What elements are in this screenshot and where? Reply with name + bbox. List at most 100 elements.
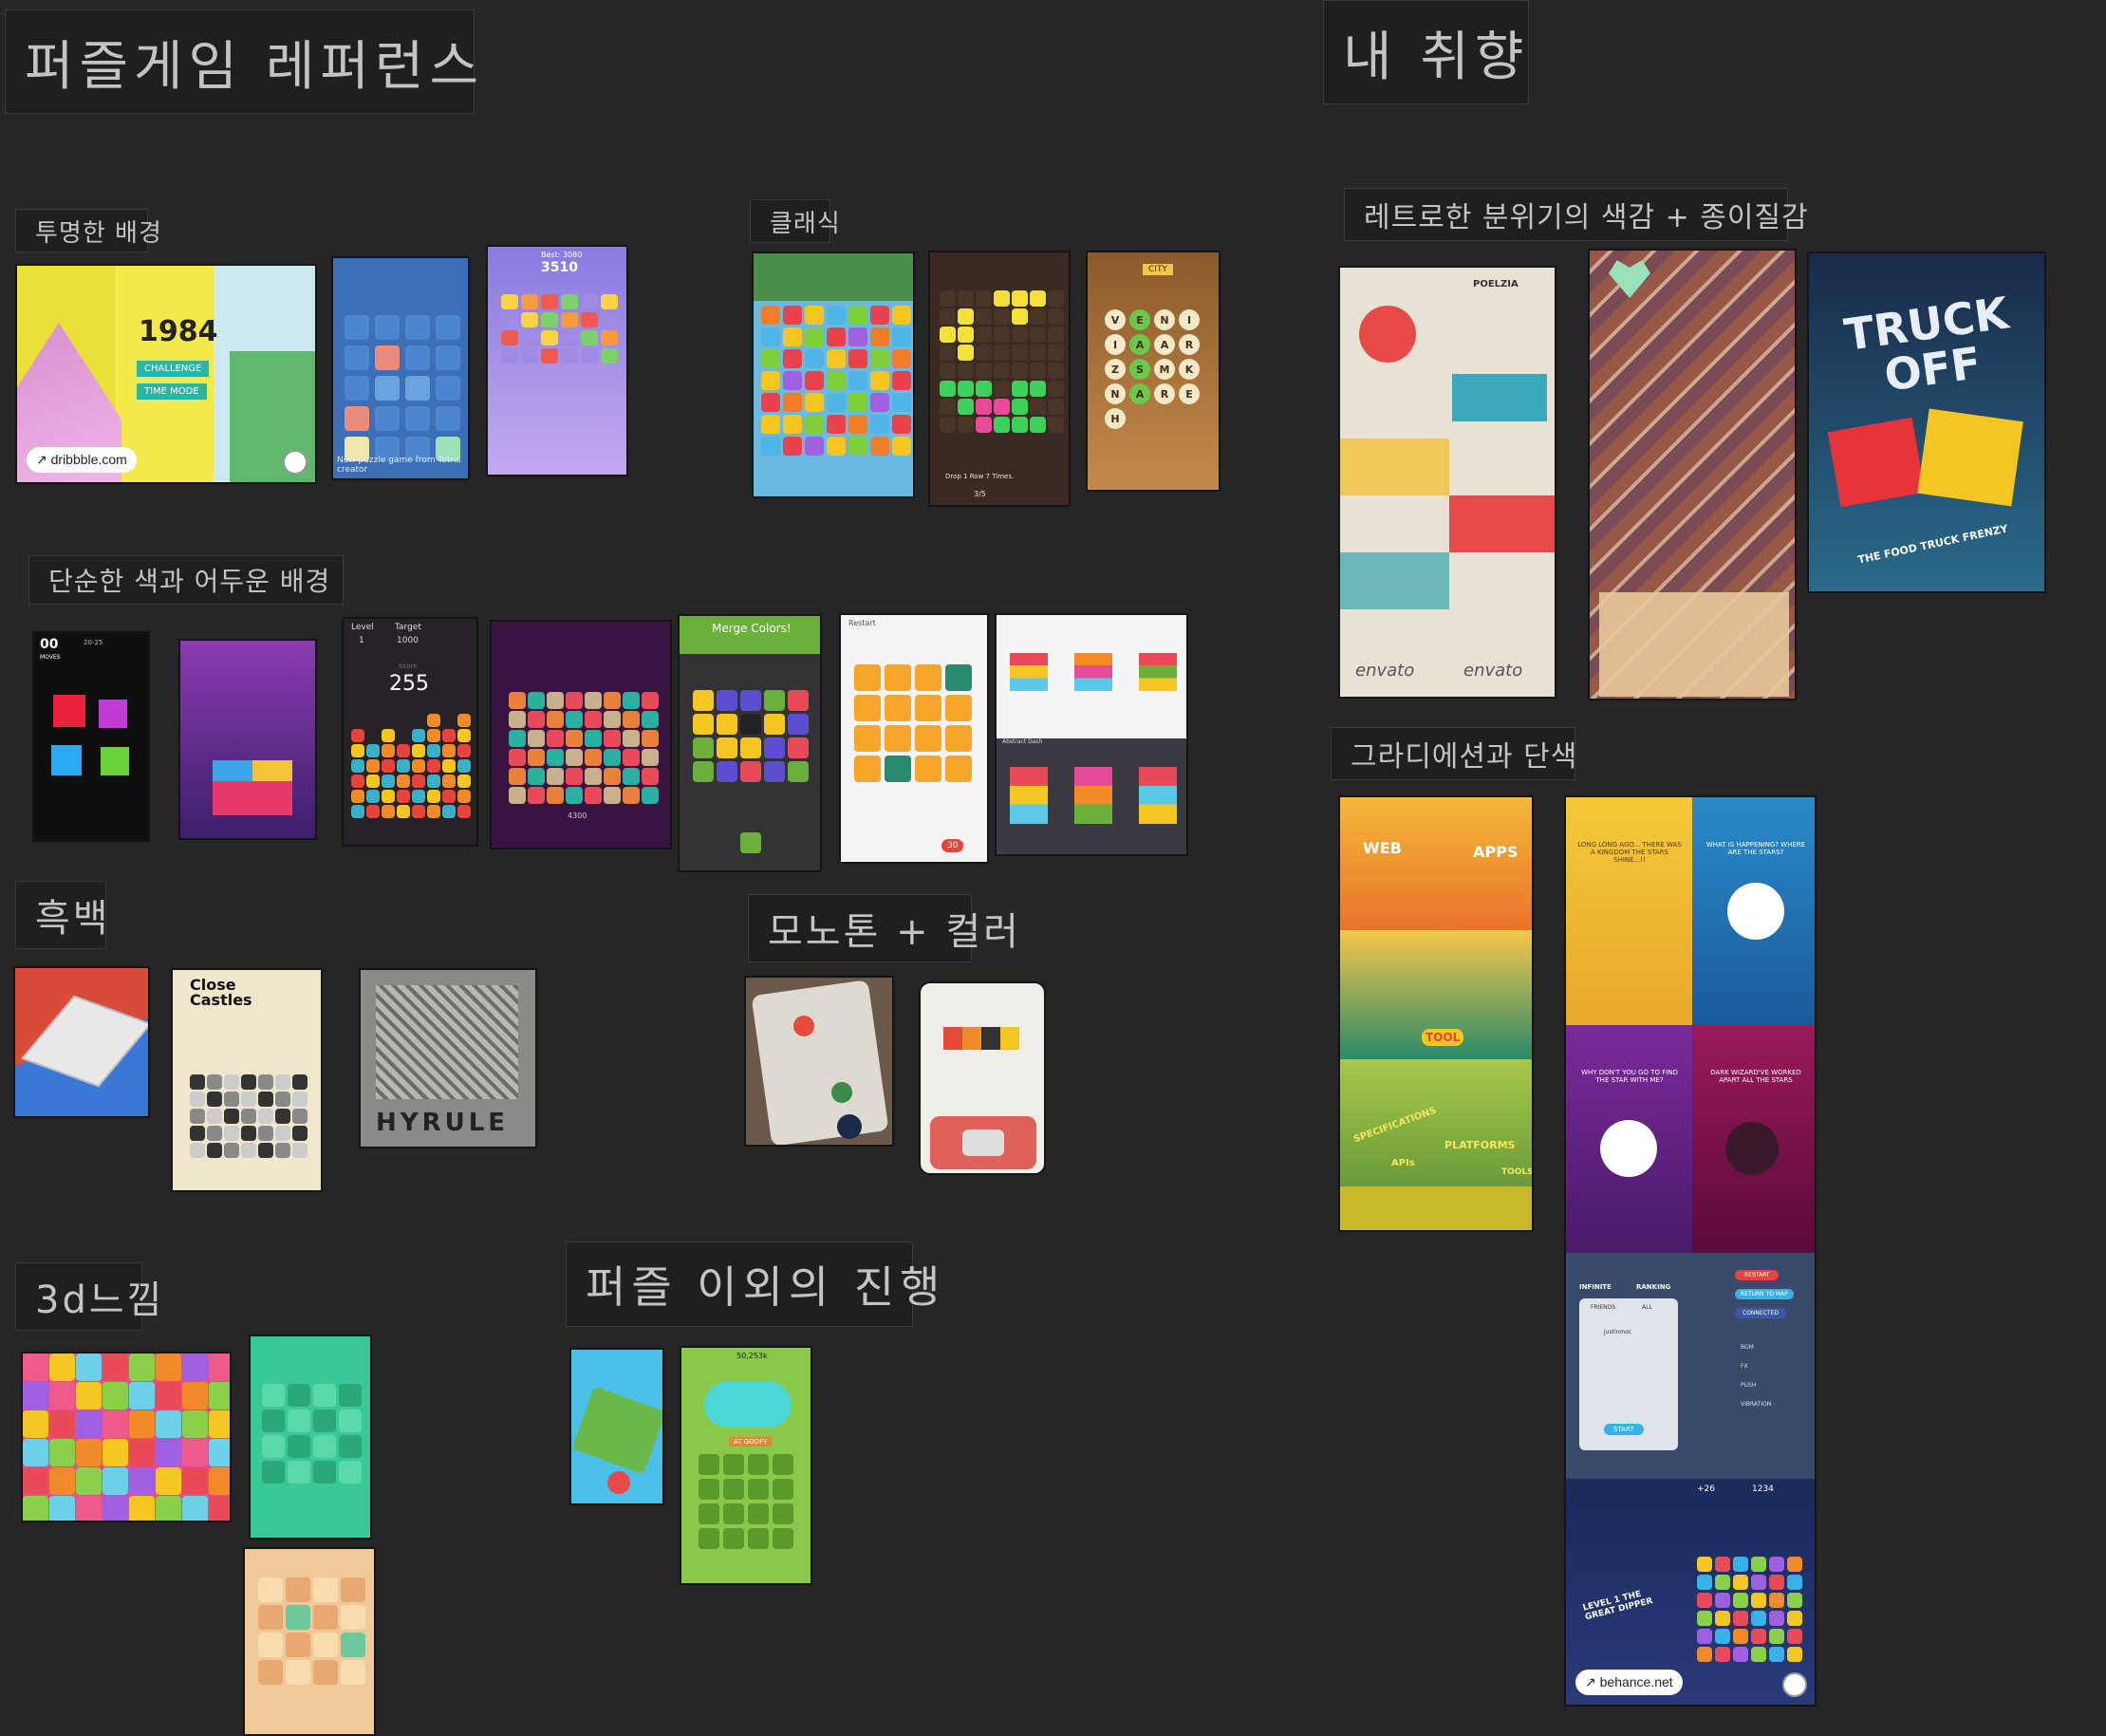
- challenge-button[interactable]: CHALLENGE: [137, 361, 210, 377]
- hex-score: 3510: [541, 260, 578, 275]
- envato-retro-card[interactable]: POELZIA envato envato: [1338, 266, 1556, 699]
- story-panel-4: DARK WIZARD'VE WORKED APART ALL THE STAR…: [1710, 1069, 1801, 1084]
- moves-label: MOVES: [40, 654, 61, 661]
- word-letter-tile[interactable]: M: [1154, 359, 1175, 380]
- target-value: 1000: [397, 636, 419, 645]
- word-letter-tile[interactable]: A: [1129, 383, 1150, 404]
- stars-story-card[interactable]: LONG LONG AGO... THERE WAS A KINGDOM THE…: [1564, 795, 1817, 1707]
- envato-logo-1: envato: [1355, 661, 1415, 681]
- word-letter-tile[interactable]: Z: [1105, 359, 1126, 380]
- hex-game-card[interactable]: Best: 3080 3510: [486, 245, 628, 476]
- setting-fx: FX: [1741, 1363, 1748, 1370]
- isometric-maze-card[interactable]: [13, 966, 150, 1118]
- word-letter-tile[interactable]: A: [1129, 334, 1150, 355]
- level-label: Level: [351, 623, 374, 632]
- truck-off-title: TRUCK OFF: [1840, 287, 2012, 401]
- word-letter-tile[interactable]: I: [1179, 309, 1200, 330]
- dark-purple-score: 4300: [568, 812, 587, 820]
- start-button[interactable]: START: [1604, 1424, 1644, 1435]
- tab-friends[interactable]: FRIENDS: [1591, 1304, 1616, 1311]
- gradient-landscape-card[interactable]: WEB APPS TOOL SPECIFICATIONS PLATFORMS A…: [1338, 795, 1534, 1232]
- word-letter-tile[interactable]: R: [1179, 334, 1200, 355]
- island-game-card[interactable]: [569, 1348, 664, 1505]
- 3d-desert-card[interactable]: [243, 1547, 376, 1736]
- game-combo: +26: [1697, 1484, 1715, 1494]
- board-title-right: 내 취향: [1323, 0, 1529, 104]
- board-title: 퍼즐게임 레퍼런스: [5, 9, 478, 114]
- truck-off-subtitle: THE FOOD TRUCK FRENZY: [1856, 522, 2009, 567]
- restart-button[interactable]: RESTART: [1735, 1270, 1780, 1280]
- wooden-tray-card[interactable]: [744, 976, 894, 1147]
- landscape-word-tool: TOOL: [1422, 1029, 1464, 1046]
- abstract-dash-card[interactable]: Abstract Dash: [995, 613, 1188, 856]
- drop-progress: 3/5: [974, 490, 986, 498]
- restart-pipe-card[interactable]: Restart 30: [839, 613, 989, 864]
- hyrule-board-card[interactable]: HYRULE: [359, 968, 537, 1148]
- level-value: 1: [359, 636, 364, 645]
- landscape-word-tools: TOOLS: [1501, 1167, 1534, 1177]
- drop-caption: Drop 1 Row 7 Times.: [945, 473, 1015, 480]
- word-letter-tile[interactable]: E: [1179, 383, 1200, 404]
- close-castles-card[interactable]: Close Castles: [171, 968, 323, 1192]
- word-letter-tile[interactable]: H: [1105, 408, 1126, 429]
- word-letter-tile[interactable]: I: [1105, 334, 1126, 355]
- close-castles-title: Close Castles: [190, 976, 252, 1009]
- merge-colors-card[interactable]: Merge Colors!: [678, 614, 822, 872]
- word-letter-tile[interactable]: R: [1154, 383, 1175, 404]
- story-panel-1: LONG LONG AGO... THERE WAS A KINGDOM THE…: [1577, 841, 1682, 864]
- merge-colors-title: Merge Colors!: [712, 622, 792, 635]
- falling-block-card[interactable]: [178, 639, 317, 840]
- drop-block-card[interactable]: Drop 1 Row 7 Times. 3/5: [928, 251, 1071, 507]
- envato-logo-2: envato: [1463, 661, 1523, 681]
- dark-purple-card[interactable]: 4300: [490, 620, 672, 849]
- tab-all[interactable]: ALL: [1642, 1304, 1652, 1311]
- 3d-garden-card[interactable]: [249, 1335, 372, 1540]
- section-gradient-solid: 그라디에션과 단색: [1331, 727, 1576, 780]
- candy-grid-card[interactable]: [752, 252, 915, 498]
- zoom-icon[interactable]: [283, 450, 308, 475]
- abstract-dash-label: Abstract Dash: [1002, 738, 1043, 745]
- zoom-icon[interactable]: [1782, 1672, 1807, 1697]
- time-mode-button[interactable]: TIME MODE: [137, 383, 207, 400]
- section-simple-dark: 단순한 색과 어두운 배경: [28, 555, 344, 605]
- retro-console-card[interactable]: [919, 981, 1046, 1175]
- section-3d: 3d느낌: [15, 1262, 161, 1331]
- source-badge[interactable]: ↗ dribbble.com: [27, 447, 137, 473]
- target-label: Target: [395, 623, 421, 632]
- connected-button[interactable]: CONNECTED: [1735, 1308, 1786, 1318]
- level-target-card[interactable]: Level 1 Target 1000 Score 255: [342, 617, 478, 847]
- section-classic: 클래식: [750, 199, 840, 243]
- landscape-word-apps: APPS: [1473, 843, 1519, 861]
- coin-count: 30: [941, 839, 964, 852]
- return-to-map-button[interactable]: RETURN TO MAP: [1735, 1289, 1794, 1299]
- behance-source-badge[interactable]: ↗ behance.net: [1575, 1670, 1683, 1695]
- word-letter-tile[interactable]: N: [1105, 383, 1126, 404]
- section-transparent-bg: 투명한 배경: [15, 209, 161, 252]
- word-letter-tile[interactable]: S: [1129, 359, 1150, 380]
- landscape-word-apis: APIs: [1391, 1158, 1415, 1168]
- farm-counter: 50,253k: [736, 1352, 768, 1360]
- blue-puzzle-caption: New puzzle game from Tetris creator: [337, 456, 461, 475]
- setting-vibration: VIBRATION: [1741, 1401, 1772, 1408]
- moves-game-card[interactable]: 00 MOVES 20-25: [32, 631, 150, 842]
- word-letter-tile[interactable]: A: [1154, 334, 1175, 355]
- setting-bgm: BGM: [1741, 1344, 1754, 1351]
- retro-board-card[interactable]: [1588, 249, 1797, 700]
- story-panel-2: WHAT IS HAPPENING? WHERE ARE THE STARS?: [1705, 841, 1806, 856]
- restart-label: Restart: [848, 619, 876, 627]
- word-letter-tile[interactable]: E: [1129, 309, 1150, 330]
- 3d-tetromino-card[interactable]: [21, 1352, 232, 1522]
- blue-puzzle-card[interactable]: New puzzle game from Tetris creator: [331, 256, 470, 480]
- farm-game-card[interactable]: 50,253k AT GODFY: [680, 1346, 812, 1585]
- word-letter-tile[interactable]: K: [1179, 359, 1200, 380]
- word-letter-tile[interactable]: N: [1154, 309, 1175, 330]
- ranking-player: justinmoc: [1604, 1329, 1632, 1335]
- word-letter-tile[interactable]: V: [1105, 309, 1126, 330]
- game-1984-card[interactable]: 1984 CHALLENGE TIME MODE ↗ dribbble.com: [15, 264, 317, 484]
- behance-source-label: behance.net: [1599, 1674, 1673, 1689]
- landscape-word-platforms: PLATFORMS: [1444, 1139, 1516, 1151]
- truck-off-card[interactable]: TRUCK OFF THE FOOD TRUCK FRENZY: [1807, 252, 2046, 593]
- section-progression: 퍼즐 이외의 진행: [566, 1241, 940, 1327]
